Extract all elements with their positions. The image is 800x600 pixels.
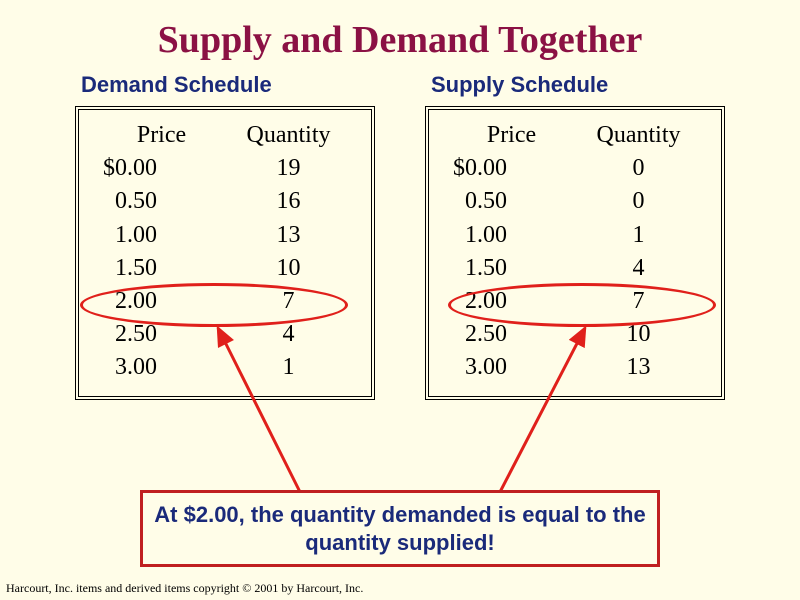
supply-schedule-title: Supply Schedule [425,72,725,98]
supply-table-box: Price Quantity $0.000 0.500 1.001 1.504 … [425,106,725,400]
page-title: Supply and Demand Together [0,0,800,72]
table-row: 3.001 [99,352,351,383]
cell-qty: 13 [576,352,701,383]
cell-price: 2.00 [99,286,224,317]
cell-price: $0.00 [449,153,574,184]
cell-qty: 4 [576,253,701,284]
header-price: Price [99,120,224,151]
demand-table: Price Quantity $0.0019 0.5016 1.0013 1.5… [97,118,353,386]
cell-qty: 0 [576,186,701,217]
cell-qty: 10 [576,319,701,350]
copyright: Harcourt, Inc. items and derived items c… [6,581,363,596]
table-header: Price Quantity [99,120,351,151]
table-row: 2.007 [99,286,351,317]
cell-qty: 16 [226,186,351,217]
table-row: 0.500 [449,186,701,217]
demand-schedule: Demand Schedule Price Quantity $0.0019 0… [75,72,375,400]
table-row: 0.5016 [99,186,351,217]
cell-qty: 13 [226,220,351,251]
header-qty: Quantity [576,120,701,151]
cell-price: 1.50 [449,253,574,284]
table-row: 1.5010 [99,253,351,284]
table-row: 2.5010 [449,319,701,350]
cell-price: 0.50 [449,186,574,217]
cell-price: 3.00 [99,352,224,383]
cell-price: 3.00 [449,352,574,383]
table-row: 2.007 [449,286,701,317]
cell-price: 0.50 [99,186,224,217]
cell-price: 1.50 [99,253,224,284]
header-price: Price [449,120,574,151]
demand-table-box: Price Quantity $0.0019 0.5016 1.0013 1.5… [75,106,375,400]
callout-box: At $2.00, the quantity demanded is equal… [140,490,660,567]
cell-qty: 1 [226,352,351,383]
demand-schedule-title: Demand Schedule [75,72,375,98]
cell-price: 1.00 [449,220,574,251]
header-qty: Quantity [226,120,351,151]
cell-qty: 19 [226,153,351,184]
cell-price: 2.50 [99,319,224,350]
cell-qty: 0 [576,153,701,184]
cell-price: $0.00 [99,153,224,184]
supply-table: Price Quantity $0.000 0.500 1.001 1.504 … [447,118,703,386]
cell-qty: 1 [576,220,701,251]
supply-schedule: Supply Schedule Price Quantity $0.000 0.… [425,72,725,400]
table-row: 2.504 [99,319,351,350]
cell-price: 2.50 [449,319,574,350]
table-row: 1.0013 [99,220,351,251]
cell-price: 2.00 [449,286,574,317]
cell-qty: 4 [226,319,351,350]
table-row: 3.0013 [449,352,701,383]
cell-qty: 10 [226,253,351,284]
table-row: 1.504 [449,253,701,284]
tables-container: Demand Schedule Price Quantity $0.0019 0… [0,72,800,400]
cell-qty: 7 [226,286,351,317]
table-header: Price Quantity [449,120,701,151]
cell-qty: 7 [576,286,701,317]
table-row: 1.001 [449,220,701,251]
cell-price: 1.00 [99,220,224,251]
table-row: $0.0019 [99,153,351,184]
table-row: $0.000 [449,153,701,184]
